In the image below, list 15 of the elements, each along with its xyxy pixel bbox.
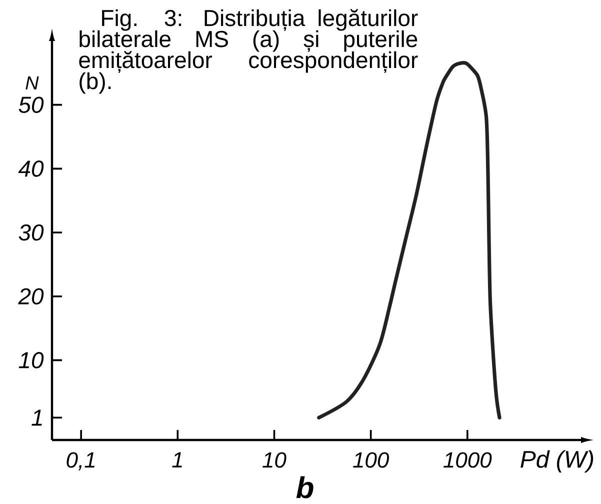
y-tick-label: 10 bbox=[18, 352, 44, 368]
text: b bbox=[296, 476, 314, 498]
y-tick-label: 50 bbox=[18, 96, 44, 113]
x-tick-label: 1000 bbox=[444, 452, 492, 468]
x-tick-label: 10 bbox=[262, 452, 286, 468]
x-axis-title: Pd (W) bbox=[520, 450, 594, 473]
chart-title: Fig. 3: Distribuția legăturilor bilaterale MS (a) și puterile emițătoarelor corespondenților (b). bbox=[79, 9, 418, 94]
y-tick-label: 30 bbox=[18, 224, 44, 241]
y-tick-label: 1 bbox=[32, 410, 42, 426]
y-tick-label: 40 bbox=[18, 160, 44, 177]
x-tick-label: 1 bbox=[172, 452, 182, 468]
y-tick-label: 20 bbox=[18, 288, 44, 304]
x-tick-label: 100 bbox=[353, 452, 389, 468]
x-tick-label: 0,1 bbox=[66, 452, 95, 470]
y-axis-title: N bbox=[26, 76, 39, 90]
